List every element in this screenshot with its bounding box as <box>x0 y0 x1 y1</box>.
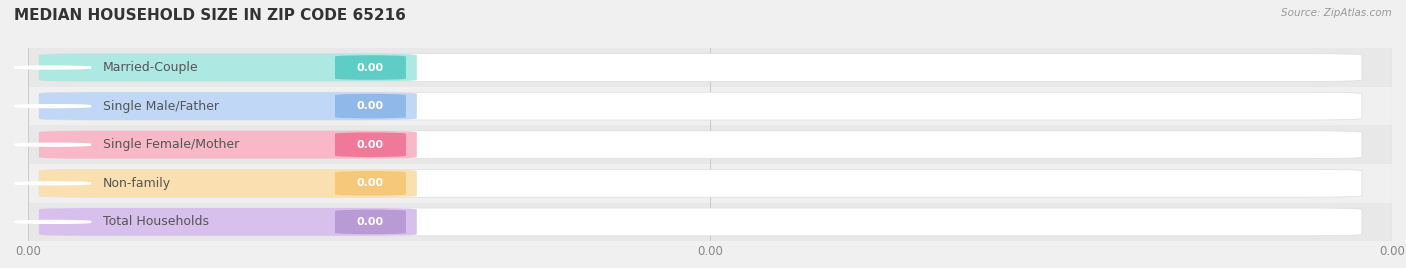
FancyBboxPatch shape <box>39 131 416 159</box>
FancyBboxPatch shape <box>39 208 1362 236</box>
Text: Single Male/Father: Single Male/Father <box>103 100 219 113</box>
Text: Total Households: Total Households <box>103 215 209 228</box>
Text: Single Female/Mother: Single Female/Mother <box>103 138 239 151</box>
Text: 0.00: 0.00 <box>357 140 384 150</box>
Circle shape <box>14 105 91 107</box>
FancyBboxPatch shape <box>335 171 406 196</box>
Bar <box>28 203 1392 241</box>
Bar <box>28 164 1392 203</box>
FancyBboxPatch shape <box>39 92 416 120</box>
Text: 0.00: 0.00 <box>357 217 384 227</box>
FancyBboxPatch shape <box>39 169 416 197</box>
FancyBboxPatch shape <box>39 131 1362 159</box>
FancyBboxPatch shape <box>335 132 406 157</box>
Bar <box>28 87 1392 125</box>
Text: 0.00: 0.00 <box>357 62 384 73</box>
Circle shape <box>14 182 91 184</box>
Text: Married-Couple: Married-Couple <box>103 61 198 74</box>
FancyBboxPatch shape <box>39 54 416 81</box>
Text: 0.00: 0.00 <box>357 101 384 111</box>
Circle shape <box>14 66 91 69</box>
FancyBboxPatch shape <box>39 169 1362 197</box>
Text: Source: ZipAtlas.com: Source: ZipAtlas.com <box>1281 8 1392 18</box>
FancyBboxPatch shape <box>335 55 406 80</box>
Circle shape <box>14 144 91 146</box>
FancyBboxPatch shape <box>39 92 1362 120</box>
Text: 0.00: 0.00 <box>357 178 384 188</box>
Text: Non-family: Non-family <box>103 177 172 190</box>
Circle shape <box>14 221 91 223</box>
FancyBboxPatch shape <box>39 208 416 236</box>
Bar <box>28 48 1392 87</box>
FancyBboxPatch shape <box>335 94 406 118</box>
FancyBboxPatch shape <box>39 54 1362 81</box>
Text: MEDIAN HOUSEHOLD SIZE IN ZIP CODE 65216: MEDIAN HOUSEHOLD SIZE IN ZIP CODE 65216 <box>14 8 406 23</box>
Bar <box>28 125 1392 164</box>
FancyBboxPatch shape <box>335 210 406 234</box>
